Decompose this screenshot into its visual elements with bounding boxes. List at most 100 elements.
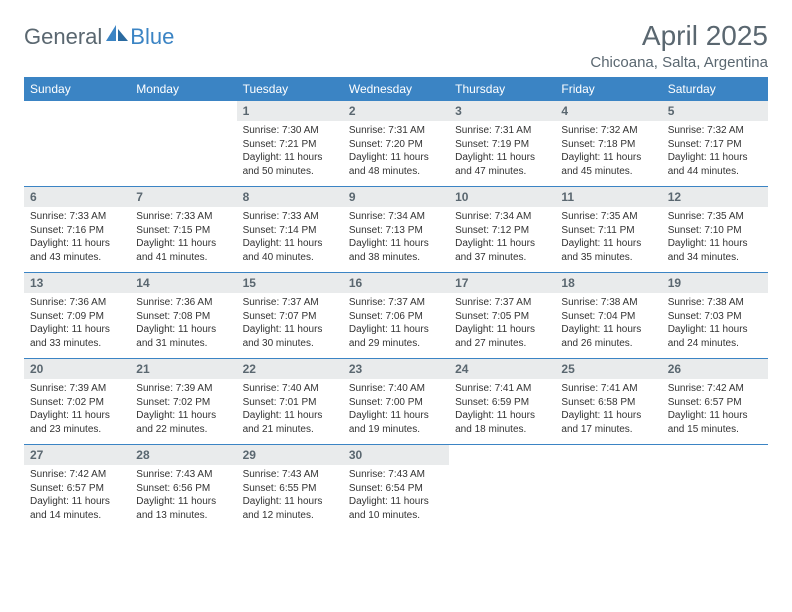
sunrise-text: Sunrise: 7:30 AM [243, 124, 337, 138]
sunset-text: Sunset: 6:55 PM [243, 482, 337, 496]
sunrise-text: Sunrise: 7:33 AM [243, 210, 337, 224]
day-content-cell: Sunrise: 7:39 AMSunset: 7:02 PMDaylight:… [24, 379, 130, 445]
content-row: Sunrise: 7:33 AM Sunset: 7:16 PM Daylight:… [24, 207, 768, 273]
day-content-cell: Sunrise: 7:31 AMSunset: 7:20 PMDaylight:… [343, 121, 449, 187]
day-number-cell: 22 [237, 359, 343, 380]
daylight-text: Daylight: 11 hours and 33 minutes. [30, 323, 124, 350]
day-number-cell: 18 [555, 273, 661, 294]
day-content-cell: Sunrise: 7:40 AMSunset: 7:01 PMDaylight:… [237, 379, 343, 445]
sunset-text: Sunset: 7:21 PM [243, 138, 337, 152]
sunset-text: Sunset: 7:10 PM [668, 224, 762, 238]
daylight-text: Daylight: 11 hours and 10 minutes. [349, 495, 443, 522]
sunset-text: Sunset: 6:56 PM [136, 482, 230, 496]
day-content-cell: Sunrise: 7:41 AMSunset: 6:59 PMDaylight:… [449, 379, 555, 445]
day-content-cell: Sunrise: 7:30 AMSunset: 7:21 PMDaylight:… [237, 121, 343, 187]
sunset-text: Sunset: 7:15 PM [136, 224, 230, 238]
header: General Blue April 2025 Chicoana, Salta,… [24, 20, 768, 71]
daylight-text: Daylight: 11 hours and 18 minutes. [455, 409, 549, 436]
day-content-cell: Sunrise: 7:39 AMSunset: 7:02 PMDaylight:… [130, 379, 236, 445]
day-content-cell: Sunrise: 7:36 AMSunset: 7:09 PMDaylight:… [24, 293, 130, 359]
sunset-text: Sunset: 7:08 PM [136, 310, 230, 324]
day-content-cell: Sunrise: 7:32 AMSunset: 7:17 PMDaylight:… [662, 121, 768, 187]
daylight-text: Daylight: 11 hours and 41 minutes. [136, 237, 230, 264]
daylight-text: Daylight: 11 hours and 44 minutes. [668, 151, 762, 178]
sunset-text: Sunset: 6:57 PM [668, 396, 762, 410]
daylight-text: Daylight: 11 hours and 40 minutes. [243, 237, 337, 264]
sunrise-text: Sunrise: 7:37 AM [243, 296, 337, 310]
daynum-row: 13141516171819 [24, 273, 768, 294]
dow-row: Sunday Monday Tuesday Wednesday Thursday… [24, 77, 768, 101]
day-content-cell: Sunrise: 7:43 AMSunset: 6:54 PMDaylight:… [343, 465, 449, 530]
day-number-cell: 2 [343, 101, 449, 121]
dow-header: Saturday [662, 77, 768, 101]
day-number-cell: 20 [24, 359, 130, 380]
daylight-text: Daylight: 11 hours and 12 minutes. [243, 495, 337, 522]
day-number-cell: 7 [130, 187, 236, 208]
sunset-text: Sunset: 7:14 PM [243, 224, 337, 238]
day-content-cell: Sunrise: 7:36 AMSunset: 7:08 PMDaylight:… [130, 293, 236, 359]
daynum-row: 20212223242526 [24, 359, 768, 380]
sunset-text: Sunset: 7:20 PM [349, 138, 443, 152]
day-number-cell: 24 [449, 359, 555, 380]
daylight-text: Daylight: 11 hours and 19 minutes. [349, 409, 443, 436]
day-number-cell: 21 [130, 359, 236, 380]
daylight-text: Daylight: 11 hours and 22 minutes. [136, 409, 230, 436]
sunrise-text: Sunrise: 7:31 AM [349, 124, 443, 138]
sunrise-text: Sunrise: 7:37 AM [455, 296, 549, 310]
daylight-text: Daylight: 11 hours and 30 minutes. [243, 323, 337, 350]
dow-header: Friday [555, 77, 661, 101]
sunrise-text: Sunrise: 7:36 AM [30, 296, 124, 310]
daylight-text: Daylight: 11 hours and 50 minutes. [243, 151, 337, 178]
day-content-cell: Sunrise: 7:40 AMSunset: 7:00 PMDaylight:… [343, 379, 449, 445]
day-number-cell: 4 [555, 101, 661, 121]
sunrise-text: Sunrise: 7:43 AM [136, 468, 230, 482]
sunset-text: Sunset: 7:11 PM [561, 224, 655, 238]
day-number-cell: 25 [555, 359, 661, 380]
day-content-cell: Sunrise: 7:35 AMSunset: 7:10 PMDaylight:… [662, 207, 768, 273]
day-content-cell: Sunrise: 7:43 AMSunset: 6:56 PMDaylight:… [130, 465, 236, 530]
month-title: April 2025 [590, 20, 768, 52]
sunrise-text: Sunrise: 7:38 AM [561, 296, 655, 310]
sunset-text: Sunset: 7:02 PM [136, 396, 230, 410]
sunset-text: Sunset: 7:03 PM [668, 310, 762, 324]
daylight-text: Daylight: 11 hours and 15 minutes. [668, 409, 762, 436]
sunrise-text: Sunrise: 7:32 AM [561, 124, 655, 138]
daylight-text: Daylight: 11 hours and 34 minutes. [668, 237, 762, 264]
daynum-row: 12345 [24, 101, 768, 121]
daylight-text: Daylight: 11 hours and 14 minutes. [30, 495, 124, 522]
daylight-text: Daylight: 11 hours and 31 minutes. [136, 323, 230, 350]
dow-header: Wednesday [343, 77, 449, 101]
day-content-cell: Sunrise: 7:33 AMSunset: 7:16 PMDaylight:… [24, 207, 130, 273]
daylight-text: Daylight: 11 hours and 45 minutes. [561, 151, 655, 178]
day-content-cell: Sunrise: 7:33 AMSunset: 7:14 PMDaylight:… [237, 207, 343, 273]
sunrise-text: Sunrise: 7:42 AM [668, 382, 762, 396]
day-number-cell [662, 445, 768, 466]
day-number-cell: 5 [662, 101, 768, 121]
day-content-cell: Sunrise: 7:34 AMSunset: 7:13 PMDaylight:… [343, 207, 449, 273]
dow-header: Monday [130, 77, 236, 101]
sunset-text: Sunset: 7:06 PM [349, 310, 443, 324]
sunrise-text: Sunrise: 7:34 AM [455, 210, 549, 224]
daylight-text: Daylight: 11 hours and 29 minutes. [349, 323, 443, 350]
sunset-text: Sunset: 7:02 PM [30, 396, 124, 410]
sunrise-text: Sunrise: 7:34 AM [349, 210, 443, 224]
sunset-text: Sunset: 7:12 PM [455, 224, 549, 238]
day-content-cell: Sunrise: 7:37 AMSunset: 7:05 PMDaylight:… [449, 293, 555, 359]
sunset-text: Sunset: 7:07 PM [243, 310, 337, 324]
day-number-cell: 9 [343, 187, 449, 208]
sunset-text: Sunset: 7:19 PM [455, 138, 549, 152]
day-number-cell [449, 445, 555, 466]
sunrise-text: Sunrise: 7:36 AM [136, 296, 230, 310]
content-row: Sunrise: 7:36 AMSunset: 7:09 PMDaylight:… [24, 293, 768, 359]
sunset-text: Sunset: 6:54 PM [349, 482, 443, 496]
daylight-text: Daylight: 11 hours and 17 minutes. [561, 409, 655, 436]
dow-header: Tuesday [237, 77, 343, 101]
sunrise-text: Sunrise: 7:42 AM [30, 468, 124, 482]
sunrise-text: Sunrise: 7:33 AM [136, 210, 230, 224]
day-number-cell: 17 [449, 273, 555, 294]
dow-header: Sunday [24, 77, 130, 101]
day-content-cell: Sunrise: 7:35 AMSunset: 7:11 PMDaylight:… [555, 207, 661, 273]
sunset-text: Sunset: 7:04 PM [561, 310, 655, 324]
sunrise-text: Sunrise: 7:37 AM [349, 296, 443, 310]
sunset-text: Sunset: 7:16 PM [30, 224, 124, 238]
